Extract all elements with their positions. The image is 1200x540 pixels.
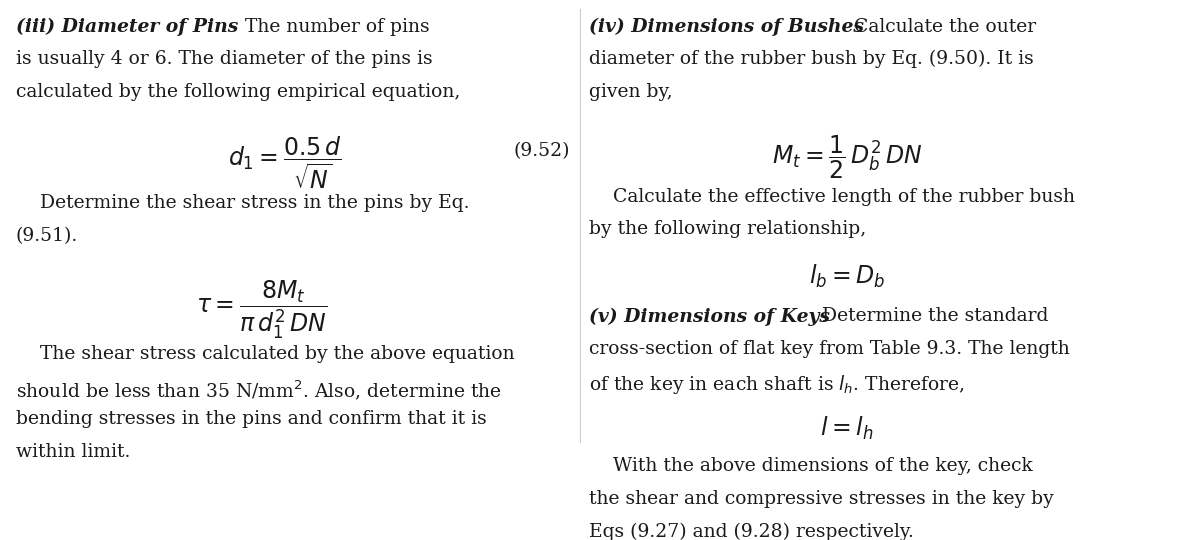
Text: Eqs (9.27) and (9.28) respectively.: Eqs (9.27) and (9.28) respectively. — [589, 523, 914, 540]
Text: diameter of the rubber bush by Eq. (9.50). It is: diameter of the rubber bush by Eq. (9.50… — [589, 50, 1034, 69]
Text: bending stresses in the pins and confirm that it is: bending stresses in the pins and confirm… — [16, 410, 487, 428]
Text: (9.52): (9.52) — [514, 142, 570, 160]
Text: The shear stress calculated by the above equation: The shear stress calculated by the above… — [16, 345, 515, 363]
Text: $l_b = D_b$: $l_b = D_b$ — [809, 262, 886, 290]
Text: is usually 4 or 6. The diameter of the pins is: is usually 4 or 6. The diameter of the p… — [16, 50, 432, 68]
Text: Determine the shear stress in the pins by Eq.: Determine the shear stress in the pins b… — [16, 194, 469, 212]
Text: With the above dimensions of the key, check: With the above dimensions of the key, ch… — [589, 457, 1033, 475]
Text: should be less than 35 N/mm$^2$. Also, determine the: should be less than 35 N/mm$^2$. Also, d… — [16, 378, 502, 402]
Text: $d_1 = \dfrac{0.5\,d}{\sqrt{N}}$: $d_1 = \dfrac{0.5\,d}{\sqrt{N}}$ — [228, 134, 342, 191]
Text: by the following relationship,: by the following relationship, — [589, 220, 866, 238]
Text: (9.51).: (9.51). — [16, 227, 78, 245]
Text: $M_t = \dfrac{1}{2}\, D_b^2\, DN$: $M_t = \dfrac{1}{2}\, D_b^2\, DN$ — [772, 134, 923, 181]
Text: given by,: given by, — [589, 83, 673, 101]
Text: $l = l_h$: $l = l_h$ — [821, 415, 874, 442]
Text: the shear and compressive stresses in the key by: the shear and compressive stresses in th… — [589, 490, 1055, 508]
Text: cross-section of flat key from Table 9.3. The length: cross-section of flat key from Table 9.3… — [589, 340, 1070, 358]
Text: Calculate the outer: Calculate the outer — [854, 18, 1036, 36]
Text: Calculate the effective length of the rubber bush: Calculate the effective length of the ru… — [589, 188, 1075, 206]
Text: $\tau = \dfrac{8M_t}{\pi\, d_1^2\, DN}$: $\tau = \dfrac{8M_t}{\pi\, d_1^2\, DN}$ — [196, 278, 328, 341]
Text: (v) Dimensions of Keys: (v) Dimensions of Keys — [589, 307, 830, 326]
Text: (iii) Diameter of Pins: (iii) Diameter of Pins — [16, 18, 238, 36]
Text: Determine the standard: Determine the standard — [822, 307, 1049, 325]
Text: The number of pins: The number of pins — [245, 18, 430, 36]
Text: within limit.: within limit. — [16, 443, 131, 461]
Text: of the key in each shaft is $l_h$. Therefore,: of the key in each shaft is $l_h$. There… — [589, 373, 965, 395]
Text: (iv) Dimensions of Bushes: (iv) Dimensions of Bushes — [589, 18, 864, 36]
Text: calculated by the following empirical equation,: calculated by the following empirical eq… — [16, 83, 461, 101]
